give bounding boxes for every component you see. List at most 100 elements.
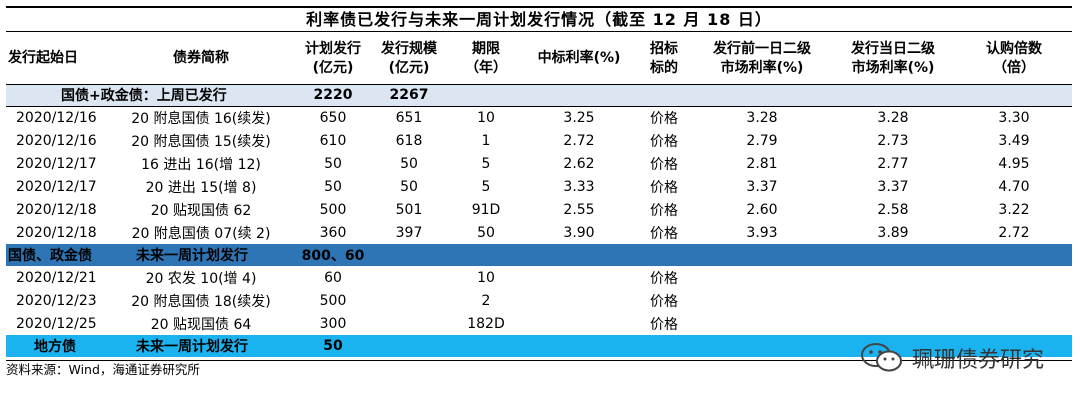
issue-size-cell: 50: [400, 155, 418, 172]
bid-target-cell: 价格: [650, 270, 678, 287]
issue-date-cell: 2020/12/16: [16, 132, 97, 149]
cover-ratio-cell: 2.72: [998, 224, 1030, 241]
issue-date-cell: 2020/12/21: [16, 269, 97, 286]
section-local-sublabel: 未来一周计划发行: [106, 335, 296, 357]
pre-day-rate-cell: 3.37: [746, 178, 778, 195]
plan-amount-cell: 300: [319, 315, 347, 332]
term-cell: 10: [477, 269, 495, 286]
table-title: 利率债已发行与未来一周计划发行情况（截至 12 月 18 日）: [6, 6, 1072, 32]
bid-target-cell: 价格: [650, 202, 678, 219]
winning-rate-cell: 3.90: [563, 224, 595, 241]
bid-target-cell: 价格: [650, 156, 678, 173]
winning-rate-cell: [524, 289, 634, 312]
plan-amount-cell: 650: [319, 109, 347, 126]
cover-ratio-cell: [956, 289, 1072, 312]
pre-day-rate-cell: 2.60: [746, 201, 778, 218]
term-cell: 5: [481, 178, 491, 195]
term-cell: 2: [481, 292, 491, 309]
pre-day-rate-cell: 2.81: [746, 155, 778, 172]
cover-ratio-cell: 3.22: [998, 201, 1030, 218]
same-day-rate-cell: 2.58: [877, 201, 909, 218]
header-pre-day-rate: 发行前一日二级 市场利率(%): [694, 32, 830, 85]
same-day-rate-cell: [830, 289, 956, 312]
cover-ratio-cell: [956, 266, 1072, 289]
same-day-rate-cell: 2.77: [877, 155, 909, 172]
table-row: 2020/12/18 20 附息国债 07(续 2) 360 397 50 3.90 价格 3…: [6, 221, 1072, 244]
pre-day-rate-cell: [694, 312, 830, 335]
header-same-day-rate: 发行当日二级 市场利率(%): [830, 32, 956, 85]
plan-amount-cell: 610: [319, 132, 347, 149]
source-note: 资料来源：Wind，海通证券研究所: [6, 360, 1072, 378]
table-row: 2020/12/23 20 附息国债 18(续发) 500 2 价格: [6, 289, 1072, 312]
issue-size-cell: [370, 266, 448, 289]
issue-date-cell: 2020/12/18: [16, 201, 97, 218]
header-issue-date: 发行起始日: [6, 32, 106, 85]
header-issue-size: 发行规模 (亿元): [370, 32, 448, 85]
watermark-text: 珮珊债券研究: [911, 348, 1044, 373]
bond-name-cell: 16 进出 16(增 12): [141, 156, 261, 173]
table-row: 2020/12/17 16 进出 16(增 12) 50 50 5 2.62 价格 2.81 2…: [6, 152, 1072, 175]
header-term: 期限 （年）: [448, 32, 524, 85]
bond-name-cell: 20 农发 10(增 4): [145, 270, 257, 287]
header-row: 发行起始日 债券简称 计划发行 (亿元) 发行规模 (亿元) 期限 （年） 中标利率(…: [6, 32, 1072, 85]
plan-amount-cell: 60: [324, 269, 342, 286]
issue-size-cell: [370, 312, 448, 335]
bond-name-cell: 20 附息国债 07(续 2): [131, 225, 271, 242]
wechat-icon: [860, 341, 904, 375]
table-row: 2020/12/25 20 贴现国债 64 300 182D 价格: [6, 312, 1072, 335]
issue-date-cell: 2020/12/25: [16, 315, 97, 332]
pre-day-rate-cell: 3.93: [746, 224, 778, 241]
cover-ratio-cell: 3.49: [998, 132, 1030, 149]
header-bid-target: 招标 标的: [634, 32, 694, 85]
header-winning-rate: 中标利率(%): [524, 32, 634, 85]
bond-name-cell: 20 附息国债 16(续发): [131, 110, 271, 127]
winning-rate-cell: [524, 312, 634, 335]
bond-name-cell: 20 贴现国债 62: [150, 202, 252, 219]
issue-date-cell: 2020/12/17: [16, 155, 97, 172]
term-cell: 1: [481, 132, 491, 149]
section-issued-row: 国债+政金债：上周已发行 2220 2267: [6, 84, 1072, 107]
issue-date-cell: 2020/12/16: [16, 109, 97, 126]
bid-target-cell: 价格: [650, 293, 678, 310]
cover-ratio-cell: 4.95: [998, 155, 1030, 172]
section-plan-sublabel: 未来一周计划发行: [106, 244, 296, 266]
pre-day-rate-cell: [694, 289, 830, 312]
cover-ratio-cell: [956, 312, 1072, 335]
plan-amount-cell: 50: [324, 155, 342, 172]
plan-amount-cell: 500: [319, 201, 347, 218]
bid-target-cell: 价格: [650, 133, 678, 150]
same-day-rate-cell: 3.28: [877, 109, 909, 126]
table-row: 2020/12/21 20 农发 10(增 4) 60 10 价格: [6, 266, 1072, 289]
cover-ratio-cell: 3.30: [998, 109, 1030, 126]
same-day-rate-cell: [830, 266, 956, 289]
issue-size-cell: 651: [395, 109, 423, 126]
section-local-total: 50: [296, 335, 370, 357]
issue-size-cell: [370, 289, 448, 312]
section-issued-size-total: 2267: [370, 84, 448, 107]
pre-day-rate-cell: 3.28: [746, 109, 778, 126]
bond-name-cell: 20 进出 15(增 8): [145, 179, 257, 196]
bond-name-cell: 20 贴现国债 64: [150, 316, 252, 333]
section-issued-label: 国债+政金债：上周已发行: [6, 84, 296, 107]
table-row: 2020/12/18 20 贴现国债 62 500 501 91D 2.55 价格 2.60 2…: [6, 198, 1072, 221]
issue-size-cell: 501: [395, 201, 423, 218]
bid-target-cell: 价格: [650, 225, 678, 242]
header-bond-name: 债券简称: [106, 32, 296, 85]
section-local-row: 地方债 未来一周计划发行 50: [6, 335, 1072, 357]
winning-rate-cell: 2.55: [563, 201, 595, 218]
header-plan-amount: 计划发行 (亿元): [296, 32, 370, 85]
section-plan-label: 国债、政金债: [6, 244, 106, 266]
watermark: 珮珊债券研究: [860, 341, 1044, 375]
term-cell: 91D: [471, 201, 501, 218]
term-cell: 50: [477, 224, 495, 241]
same-day-rate-cell: 2.73: [877, 132, 909, 149]
issue-size-cell: 397: [395, 224, 423, 241]
plan-amount-cell: 360: [319, 224, 347, 241]
section-issued-plan-total: 2220: [296, 84, 370, 107]
same-day-rate-cell: [830, 312, 956, 335]
winning-rate-cell: 3.33: [563, 178, 595, 195]
bid-target-cell: 价格: [650, 110, 678, 127]
winning-rate-cell: [524, 266, 634, 289]
table-row: 2020/12/16 20 附息国债 15(续发) 610 618 1 2.72 价格 2.7…: [6, 129, 1072, 152]
section-plan-total: 800、60: [296, 244, 370, 266]
